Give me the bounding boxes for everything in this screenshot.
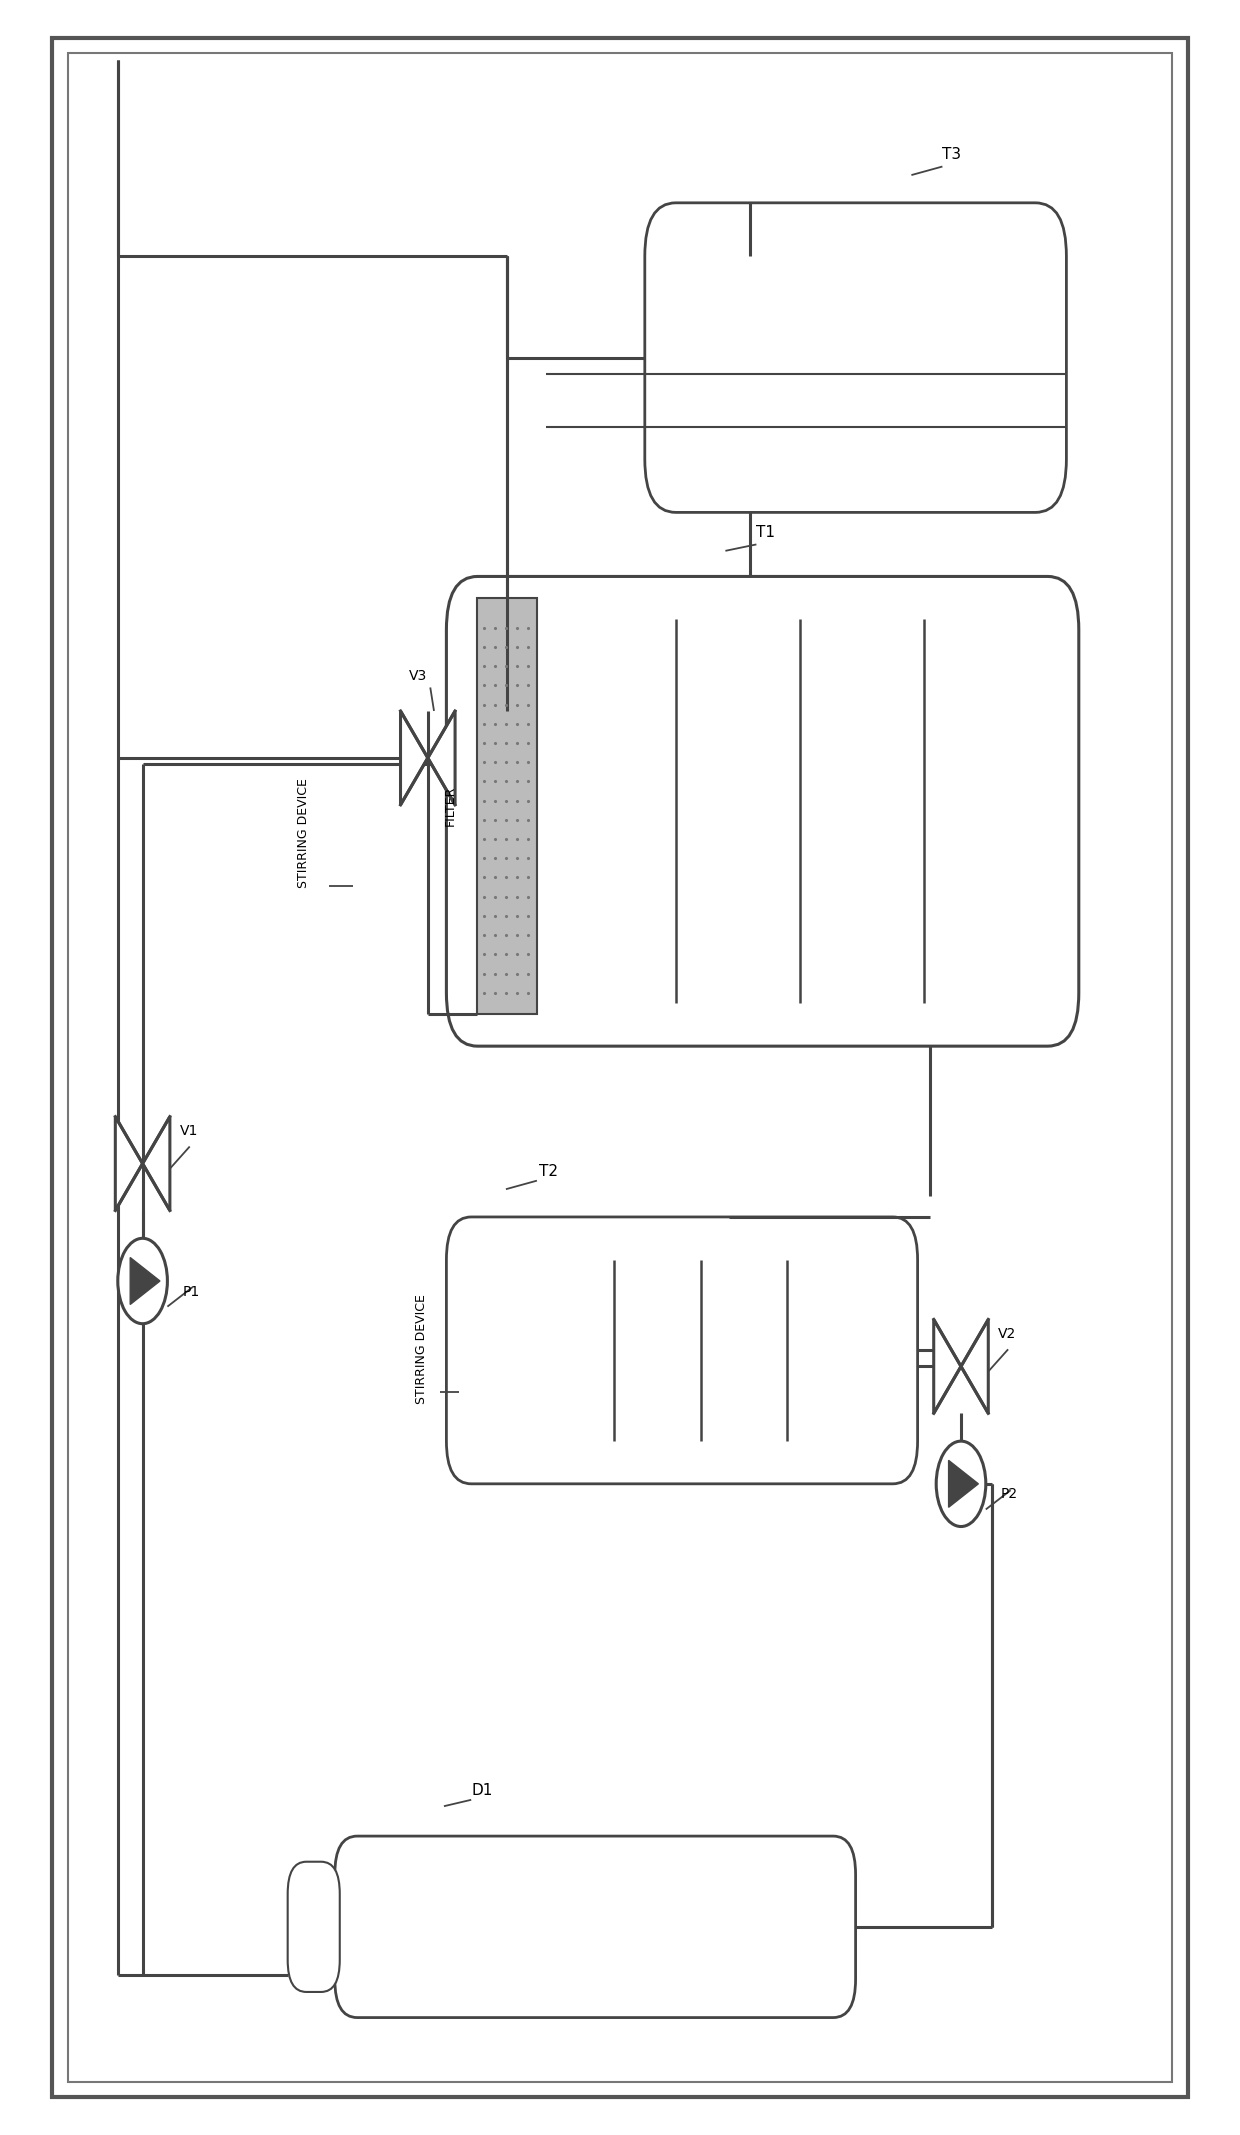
Text: P2: P2 [1001,1488,1018,1501]
Polygon shape [428,711,455,805]
Polygon shape [401,711,428,805]
Polygon shape [949,1460,978,1507]
Polygon shape [115,1117,143,1211]
Text: T1: T1 [756,525,775,540]
Polygon shape [130,1258,160,1304]
Text: STIRRING DEVICE: STIRRING DEVICE [298,777,310,888]
Text: T3: T3 [942,147,961,162]
Text: T2: T2 [539,1164,558,1179]
FancyBboxPatch shape [288,1862,340,1992]
Polygon shape [961,1319,988,1413]
Text: V2: V2 [998,1326,1017,1341]
FancyBboxPatch shape [446,1217,918,1484]
Circle shape [936,1441,986,1527]
Text: FILTER: FILTER [444,786,456,826]
FancyBboxPatch shape [645,203,1066,512]
Polygon shape [934,1319,961,1413]
Text: V3: V3 [409,668,428,683]
Text: D1: D1 [471,1783,492,1798]
Bar [68,53,1172,2082]
Text: STIRRING DEVICE: STIRRING DEVICE [415,1294,428,1405]
Text: V1: V1 [180,1123,198,1138]
FancyBboxPatch shape [446,576,1079,1046]
FancyBboxPatch shape [335,1836,856,2018]
Text: P1: P1 [182,1285,200,1298]
Polygon shape [143,1117,170,1211]
Circle shape [118,1238,167,1324]
FancyBboxPatch shape [477,598,537,1014]
